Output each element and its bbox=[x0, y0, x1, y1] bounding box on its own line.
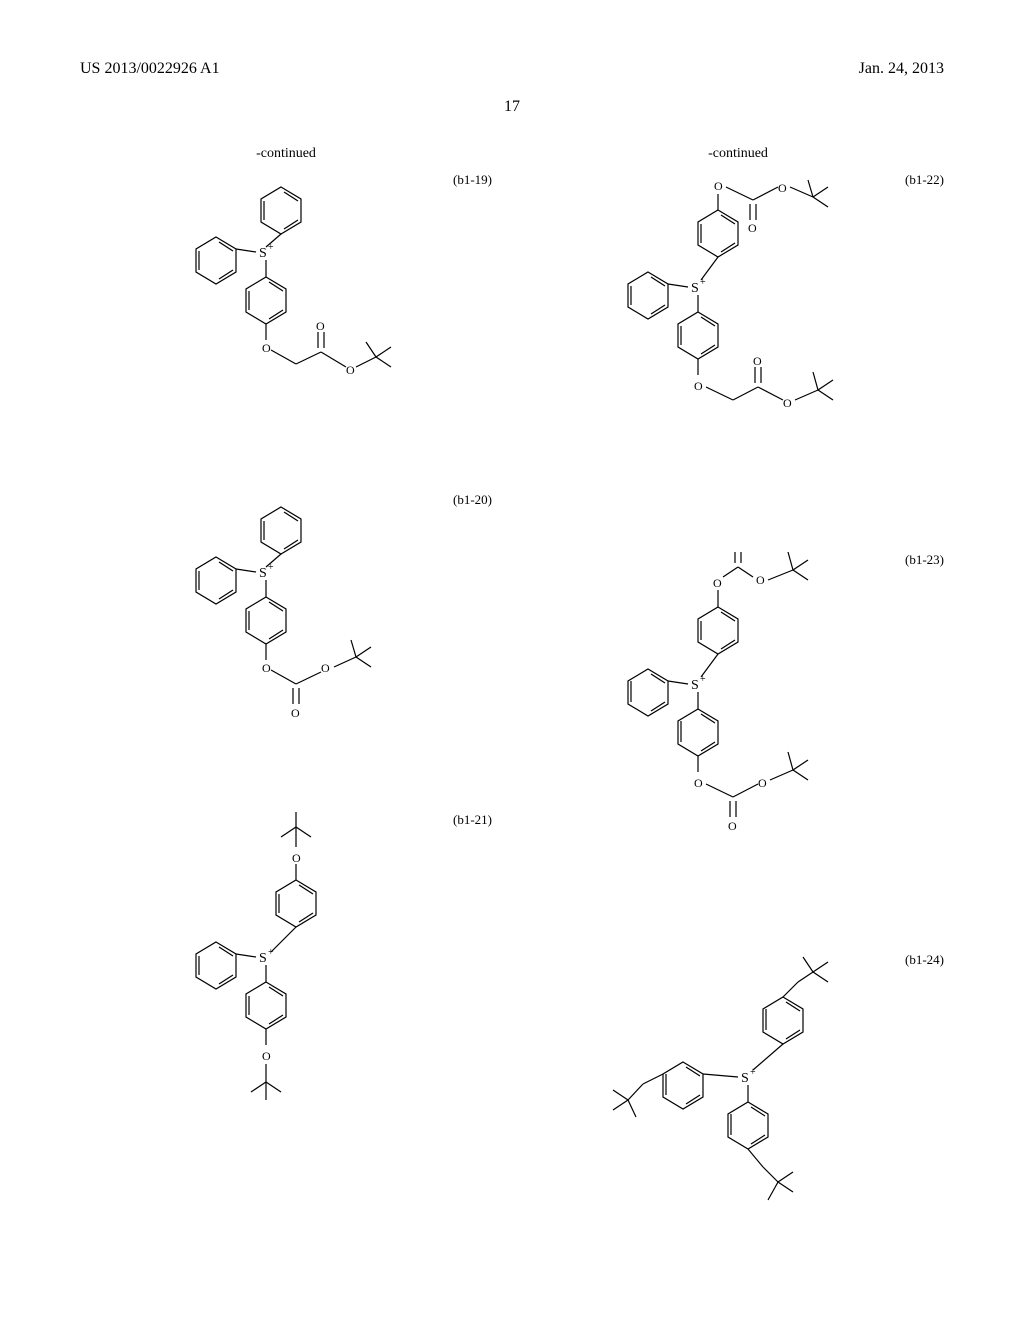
svg-text:S: S bbox=[259, 246, 267, 261]
left-column: -continued (b1-19) S + bbox=[80, 146, 492, 1332]
svg-text:+: + bbox=[268, 242, 274, 253]
molecule-svg: S + O O bbox=[156, 172, 416, 452]
page-number: 17 bbox=[80, 98, 944, 116]
svg-text:O: O bbox=[292, 851, 301, 865]
svg-text:+: + bbox=[268, 947, 274, 958]
svg-text:S: S bbox=[691, 281, 699, 296]
svg-text:O: O bbox=[694, 379, 703, 393]
continued-label-left: -continued bbox=[80, 146, 492, 162]
content-area: -continued (b1-19) S + bbox=[80, 146, 944, 1332]
svg-text:O: O bbox=[778, 181, 787, 195]
svg-text:O: O bbox=[346, 363, 355, 377]
svg-text:O: O bbox=[262, 1049, 271, 1063]
structure-label: (b1-19) bbox=[453, 172, 492, 188]
structure-b1-24: (b1-24) bbox=[532, 952, 944, 1292]
structure-label: (b1-23) bbox=[905, 552, 944, 568]
svg-text:O: O bbox=[694, 776, 703, 790]
svg-text:O: O bbox=[262, 661, 271, 675]
molecule-svg: O O O bbox=[598, 172, 878, 512]
svg-text:O: O bbox=[758, 776, 767, 790]
svg-text:+: + bbox=[700, 674, 706, 685]
structure-label: (b1-24) bbox=[905, 952, 944, 968]
patent-number: US 2013/0022926 A1 bbox=[80, 60, 220, 78]
svg-text:O: O bbox=[748, 221, 757, 235]
svg-text:O: O bbox=[321, 661, 330, 675]
svg-text:+: + bbox=[268, 562, 274, 573]
molecule-svg: O O O bbox=[598, 552, 878, 912]
patent-date: Jan. 24, 2013 bbox=[859, 60, 944, 78]
svg-text:O: O bbox=[756, 573, 765, 587]
svg-text:O: O bbox=[291, 706, 300, 720]
svg-text:O: O bbox=[262, 341, 271, 355]
svg-text:O: O bbox=[713, 576, 722, 590]
svg-text:+: + bbox=[700, 277, 706, 288]
molecule-svg: S + O O bbox=[156, 492, 416, 772]
continued-label-right: -continued bbox=[532, 146, 944, 162]
svg-text:O: O bbox=[316, 319, 325, 333]
structure-label: (b1-20) bbox=[453, 492, 492, 508]
structure-label: (b1-21) bbox=[453, 812, 492, 828]
molecule-svg: S + bbox=[588, 952, 888, 1292]
svg-text:S: S bbox=[691, 678, 699, 693]
svg-text:O: O bbox=[753, 354, 762, 368]
page-header: US 2013/0022926 A1 Jan. 24, 2013 bbox=[80, 60, 944, 78]
structure-b1-22: (b1-22) O O O bbox=[532, 172, 944, 512]
svg-text:S: S bbox=[259, 566, 267, 581]
svg-text:O: O bbox=[714, 179, 723, 193]
structure-b1-19: (b1-19) S + bbox=[80, 172, 492, 452]
svg-text:O: O bbox=[783, 396, 792, 410]
molecule-svg: O S + bbox=[156, 812, 416, 1152]
structure-label: (b1-22) bbox=[905, 172, 944, 188]
structure-b1-23: (b1-23) O O O bbox=[532, 552, 944, 912]
structure-b1-21: (b1-21) O bbox=[80, 812, 492, 1152]
svg-text:S: S bbox=[259, 951, 267, 966]
svg-text:S: S bbox=[741, 1071, 749, 1086]
right-column: -continued (b1-22) O O O bbox=[532, 146, 944, 1332]
structure-b1-20: (b1-20) S + bbox=[80, 492, 492, 772]
svg-text:O: O bbox=[728, 819, 737, 833]
